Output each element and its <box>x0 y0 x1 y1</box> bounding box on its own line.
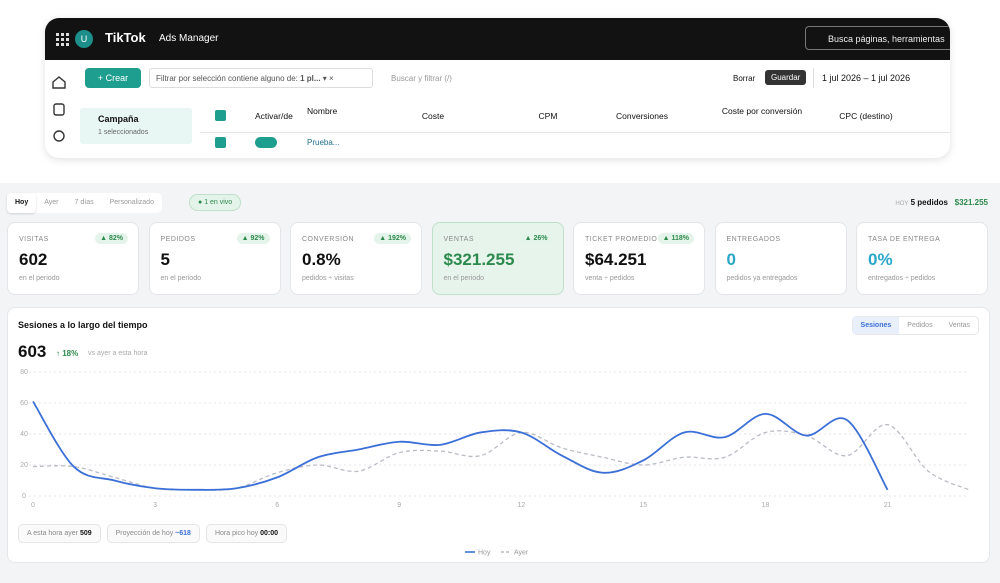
metric-tab[interactable]: Pedidos <box>907 322 933 329</box>
kpi-badge: ▲ 192% <box>374 233 411 244</box>
kpi-value: 0% <box>868 250 893 269</box>
chip: Hora pico hoy 00:00 <box>205 524 288 543</box>
kpi-value: 0.8% <box>302 250 341 269</box>
summary: HOY 5 pedidos $321.255 <box>895 198 988 207</box>
toggle[interactable] <box>255 137 277 148</box>
kpi-sub: pedidos ÷ visitas <box>302 275 354 282</box>
kpi-value: 0 <box>726 250 736 269</box>
selected: 1 seleccionados <box>98 129 149 136</box>
avatar[interactable]: U <box>75 30 93 48</box>
chip: A esta hora ayer 509 <box>18 524 101 543</box>
ads-manager: U TikTok Ads Manager Busca páginas, herr… <box>45 18 950 158</box>
column-header: Conversiones <box>616 111 668 121</box>
campaign: Campaña <box>98 114 139 124</box>
sidebar-icons <box>52 76 66 142</box>
period-tab[interactable]: Hoy <box>7 193 37 213</box>
chart-change: ↑ 18% <box>56 349 79 358</box>
filter-search[interactable]: Buscar y filtrar (/) <box>391 74 452 83</box>
kpi-label: TASA DE ENTREGA <box>868 236 941 243</box>
metric-tab[interactable]: Ventas <box>948 322 970 329</box>
kpi-sub: pedidos ya entregados <box>726 275 798 282</box>
kpi-card: VISITAS ▲ 82% 602 en el periodo <box>7 222 139 295</box>
column-header: CPC (destino) <box>839 111 893 121</box>
kpi-sub: en el periodo <box>443 275 484 282</box>
create-button[interactable]: + Crear <box>85 68 141 88</box>
chart-title: Sesiones a lo largo del tiempo <box>18 320 148 330</box>
campaign-box[interactable]: Campaña 1 seleccionados <box>80 108 192 144</box>
kpi-card: PEDIDOS ▲ 92% 5 en el periodo <box>148 222 281 295</box>
kpi-value: $64.251 <box>585 250 647 269</box>
date-range[interactable]: 1 jul 2026 – 1 jul 2026 <box>813 68 950 88</box>
live: 1 en vivo <box>204 199 233 206</box>
kpi-label: VENTAS <box>443 236 474 243</box>
kpi-badge: ▲ 92% <box>236 233 270 244</box>
period-tab[interactable]: Personalizado <box>109 199 154 206</box>
chip-value: ~618 <box>175 530 191 537</box>
chart-card: Sesiones a lo largo del tiempo 603 ↑ 18%… <box>7 307 990 563</box>
kpi-value: $321.255 <box>443 250 515 269</box>
summary-label: HOY <box>895 201 909 207</box>
kpi-card: CONVERSIÓN ▲ 192% 0.8% pedidos ÷ visitas <box>290 222 422 295</box>
filter-value: 1 pl... <box>300 74 321 83</box>
column-header: Coste por conversión <box>721 106 803 116</box>
search[interactable]: Busca páginas, herramientas <box>805 26 950 50</box>
chips: A esta hora ayer 509 Proyección de hoy ~6… <box>18 524 288 543</box>
column-header: Nombre <box>307 106 338 116</box>
kpi-card: ENTREGADOS 0 pedidos ya entregados <box>714 222 847 295</box>
top-bar: U TikTok Ads Manager Busca páginas, herr… <box>45 18 950 60</box>
chip-value: 509 <box>79 530 92 537</box>
clear-button[interactable]: Borrar <box>733 74 756 83</box>
period-tab[interactable]: 7 días <box>74 199 94 206</box>
column-header: Coste <box>421 111 445 121</box>
kpi-label: ENTREGADOS <box>726 236 781 243</box>
kpi-badge: ▲ 26% <box>519 233 553 244</box>
kpi-sub: entregados ÷ pedidos <box>868 275 936 282</box>
save-button[interactable]: Guardar <box>765 70 807 85</box>
summary-orders: 5 pedidos <box>910 198 948 207</box>
column-header: Activar/de <box>255 111 293 121</box>
kpi-card: VENTAS ▲ 26% $321.255 en el periodo <box>431 222 564 295</box>
chip-value: 00:00 <box>260 530 279 537</box>
metric-tab[interactable]: Sesiones <box>852 317 900 334</box>
checkbox[interactable] <box>215 110 226 121</box>
filter-label: Filtrar por selección contiene alguno de… <box>156 74 298 83</box>
period-tab[interactable]: Ayer <box>44 199 59 206</box>
kpi-card: TASA DE ENTREGA 0% entregados ÷ pedidos <box>856 222 988 295</box>
chart-total: 603 <box>18 342 47 361</box>
kpi-sub: venta ÷ pedidos <box>585 275 635 282</box>
metric-tabs: Sesiones Pedidos Ventas <box>851 316 979 335</box>
cell: Prueba... <box>307 138 340 147</box>
kpi-value: 5 <box>160 250 170 269</box>
chip: Proyección de hoy ~618 <box>106 524 200 543</box>
kpi-sub: en el periodo <box>19 275 60 282</box>
kpi-sub: en el periodo <box>160 275 201 282</box>
summary-sales: $321.255 <box>954 198 988 207</box>
chart-compare: vs ayer a esta hora <box>88 350 148 357</box>
checkbox[interactable] <box>215 137 226 148</box>
product: Ads Manager <box>159 33 219 44</box>
chip-label: Proyección de hoy <box>115 530 174 537</box>
brand: TikTok <box>105 30 146 45</box>
live-badge: ● 1 en vivo <box>189 194 242 211</box>
kpi-badge: ▲ 118% <box>657 233 694 244</box>
filter[interactable]: Filtrar por selección contiene alguno de… <box>149 68 373 88</box>
apps-icon[interactable] <box>55 32 69 46</box>
kpi-card: TICKET PROMEDIO ▲ 118% $64.251 venta ÷ pedi… <box>573 222 705 295</box>
chip-label: A esta hora ayer <box>27 530 78 537</box>
kpi-label: VISITAS <box>19 236 49 243</box>
kpi-label: CONVERSIÓN <box>302 236 355 243</box>
table-header <box>200 98 950 133</box>
kpi-value: 602 <box>19 250 48 269</box>
column-header: CPM <box>538 111 558 121</box>
kpi-badge: ▲ 82% <box>95 233 128 244</box>
kpi-label: TICKET PROMEDIO <box>585 236 658 243</box>
period-tabs: Hoy Ayer 7 días Personalizado <box>7 193 162 213</box>
kpi-label: PEDIDOS <box>160 236 196 243</box>
chip-label: Hora pico hoy <box>214 530 259 537</box>
